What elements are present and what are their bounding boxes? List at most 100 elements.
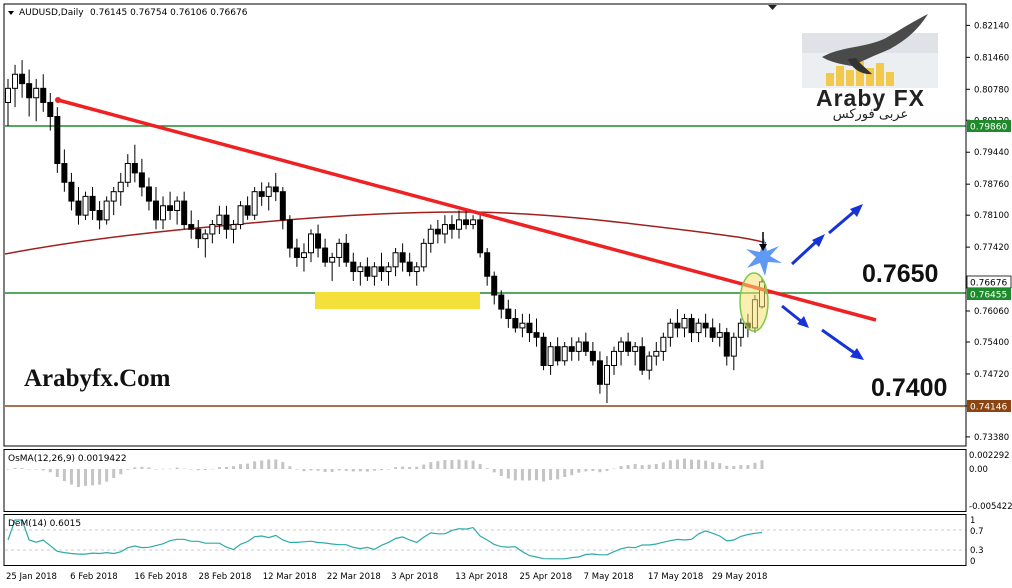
time-axis: 25 Jan 2018 6 Feb 2018 16 Feb 2018 28 Feb 2…: [6, 572, 767, 582]
osma-bar: [690, 459, 694, 469]
osma-bar: [84, 469, 88, 486]
level-label-upper: 0.7650: [862, 260, 939, 288]
price-tag-support-text: 0.76455: [970, 291, 1007, 301]
arrow-down-right-icon: [781, 304, 864, 360]
osma-bar: [394, 467, 398, 469]
candle-bull: [265, 186, 272, 197]
osma-bar: [309, 469, 313, 471]
price-tag-low-text: 0.74146: [970, 403, 1007, 413]
osma-bar: [98, 469, 102, 485]
price-axis-label: 0.77420: [974, 243, 1009, 253]
candle-bear: [491, 275, 498, 296]
candles-group: [5, 60, 765, 404]
osma-bar: [281, 462, 285, 469]
candle-bear: [512, 318, 519, 329]
candle-bear: [286, 219, 293, 249]
dem-label: DeM(14) 0.6015: [8, 519, 81, 529]
time-axis-label: 25 Jan 2018: [6, 572, 57, 582]
candle-bear: [47, 101, 54, 118]
dem-frame: [3, 514, 967, 566]
osma-bar: [711, 462, 715, 469]
osma-bar: [140, 466, 144, 469]
candle-bear: [315, 233, 322, 249]
osma-bar: [105, 469, 109, 482]
candle-bear: [463, 219, 470, 226]
dem-axis-0: 0: [970, 557, 975, 566]
time-axis-label: 13 Apr 2018: [455, 572, 508, 582]
dem-panel[interactable]: DeM(14) 0.6015 1 0.7 0.3 0: [0, 514, 1012, 566]
candle-bear: [378, 266, 385, 273]
candle-bear: [406, 261, 413, 273]
candle-bear: [498, 294, 505, 310]
candle-bull: [160, 205, 167, 221]
osma-panel[interactable]: OsMA(12,26,9) 0.0019422 0.002292 0.00 -0…: [0, 449, 1012, 512]
candle-bull: [681, 318, 688, 329]
candle-bull: [420, 242, 427, 268]
osma-bar: [549, 469, 553, 480]
candle-bull: [653, 350, 660, 357]
candle-bull: [12, 73, 19, 89]
ohlc-values: 0.76145 0.76754 0.76106 0.76676: [90, 8, 248, 18]
osma-bar: [739, 465, 743, 469]
osma-bar: [450, 460, 454, 469]
candle-bull: [300, 252, 307, 258]
candle-bull: [667, 322, 674, 338]
osma-axis-top: 0.002292: [969, 451, 1010, 461]
osma-bar: [598, 469, 602, 473]
candle-bull: [455, 219, 462, 230]
dem-axis-1: 1: [970, 516, 975, 526]
osma-bar: [224, 466, 228, 469]
candle-bear: [350, 261, 357, 273]
time-axis-label: 7 May 2018: [584, 572, 634, 582]
osma-bar: [6, 469, 10, 470]
symbol-menu-icon[interactable]: [8, 11, 14, 15]
osma-bar: [661, 462, 665, 469]
candle-bull: [660, 336, 667, 352]
osma-bar: [746, 465, 750, 469]
time-axis-label: 29 May 2018: [712, 572, 767, 582]
chart-header: AUDUSD,Daily 0.76145 0.76754 0.76106 0.7…: [8, 8, 248, 18]
price-axis-label: 0.79440: [974, 148, 1009, 158]
candle-bear: [596, 360, 603, 385]
osma-bar: [210, 468, 214, 470]
down-arrow-icon: [759, 232, 767, 251]
osma-bar: [379, 469, 383, 471]
osma-bar: [527, 469, 531, 481]
osma-bar: [246, 463, 250, 469]
candle-bull: [646, 355, 653, 371]
price-axis-label: 0.73380: [974, 433, 1009, 443]
osma-bar: [231, 466, 235, 469]
osma-bar: [633, 463, 637, 469]
osma-bar: [612, 468, 616, 470]
candle-bear: [625, 341, 632, 352]
osma-bar: [76, 469, 80, 487]
candle-bear: [723, 332, 730, 357]
candle-bull: [308, 233, 315, 254]
osma-bar: [13, 467, 17, 469]
candle-bear: [54, 116, 61, 165]
candle-bull: [336, 242, 343, 258]
candle-bear: [709, 327, 716, 338]
price-axis-label: 0.76060: [974, 307, 1009, 317]
candle-bear: [195, 228, 202, 240]
chart-shift-marker-icon[interactable]: [768, 5, 777, 10]
osma-bar: [274, 459, 278, 469]
candle-bear: [167, 205, 174, 211]
candle-bull: [470, 219, 477, 226]
osma-bar: [626, 465, 630, 469]
osma-bar: [154, 469, 158, 470]
website-watermark: Arabyfx.Com: [24, 365, 171, 392]
osma-bar: [288, 466, 292, 469]
osma-bar: [358, 469, 362, 472]
price-chart[interactable]: 0.821400.814600.807800.801200.794400.787…: [0, 0, 1012, 448]
osma-bar: [401, 466, 405, 469]
candle-bull: [5, 87, 11, 103]
candle-bull: [209, 224, 216, 235]
downtrend-line[interactable]: [57, 98, 877, 322]
time-axis-label: 3 Apr 2018: [391, 572, 438, 582]
candle-bear: [19, 73, 26, 85]
osma-bar: [175, 467, 179, 469]
osma-bar: [647, 464, 651, 469]
logo-title: Araby FX: [816, 85, 925, 111]
osma-bar: [422, 464, 426, 469]
